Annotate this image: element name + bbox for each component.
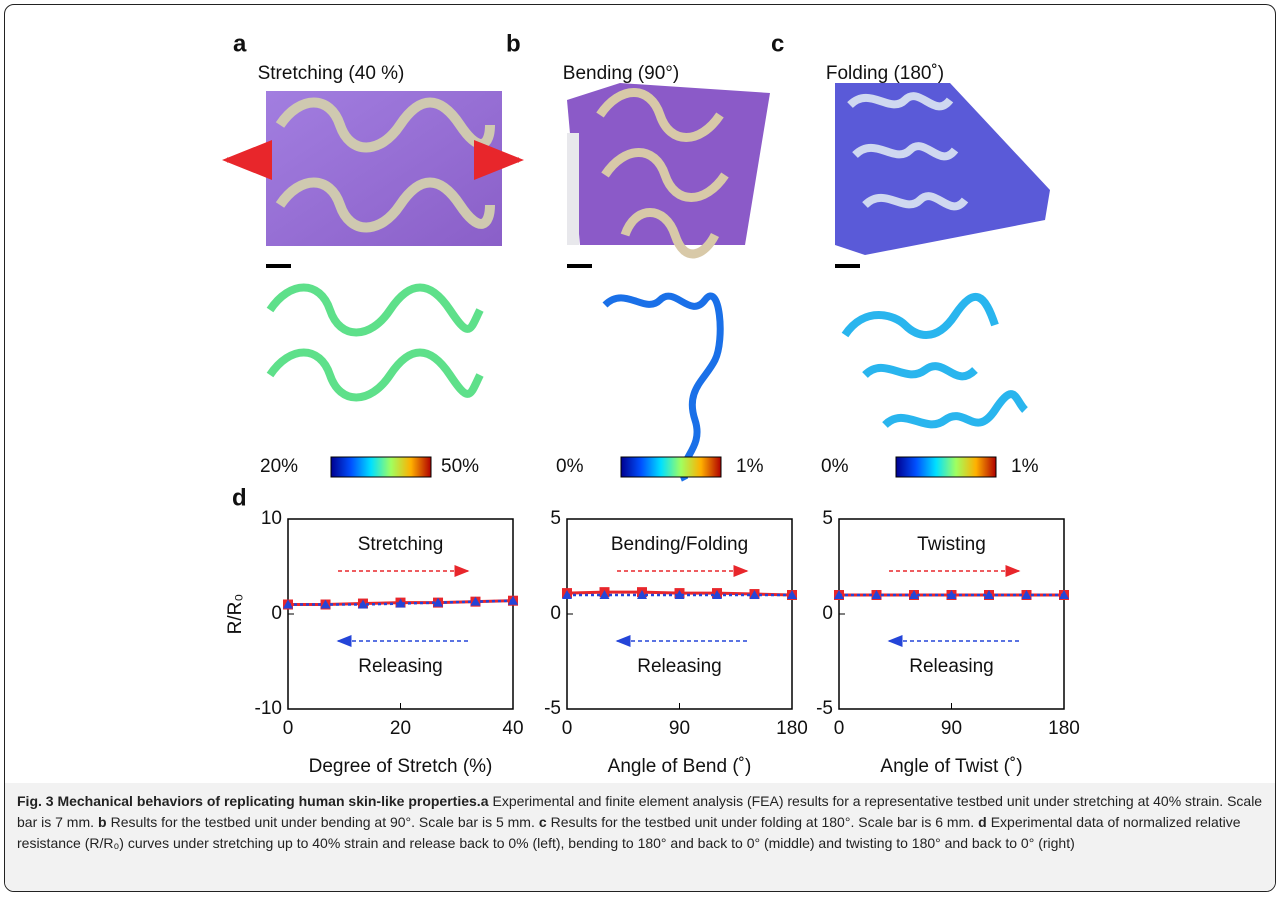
panel-label: b (506, 30, 521, 57)
y-axis-label: R/R₀ (225, 594, 246, 635)
colorbar-label: 0% (556, 456, 584, 477)
y-tick-label: -5 (544, 698, 561, 719)
photo (567, 83, 770, 480)
x-axis-label: Angle of Bend (˚) (608, 756, 752, 777)
caption-part-label: c (539, 814, 547, 830)
series-label: Bending/Folding (611, 534, 748, 555)
caption-title: Fig. 3 Mechanical behaviors of replicati… (17, 793, 481, 809)
photo (835, 83, 1050, 425)
caption-part-label: a (481, 793, 489, 809)
x-tick-label: 0 (562, 718, 573, 739)
panel-label: c (771, 30, 784, 57)
colorbar-label: 1% (736, 456, 764, 477)
y-tick-label: 5 (550, 508, 561, 529)
x-tick-label: 90 (941, 718, 962, 739)
x-axis-label: Angle of Twist (˚) (880, 756, 1022, 777)
panel-title: Stretching (40 %) (258, 63, 405, 84)
series-label: Stretching (358, 534, 444, 555)
y-tick-label: -10 (255, 698, 282, 719)
y-tick-label: 0 (822, 603, 833, 624)
y-tick-label: -5 (816, 698, 833, 719)
caption: Fig. 3 Mechanical behaviors of replicati… (5, 783, 1276, 892)
y-tick-label: 0 (271, 603, 282, 624)
x-tick-label: 40 (502, 718, 523, 739)
colorbar-label: 1% (1011, 456, 1039, 477)
panel-title: Bending (90°) (563, 63, 679, 84)
caption-part-text: Results for the testbed unit under bendi… (111, 814, 535, 830)
panel-label: a (233, 30, 247, 57)
photo (227, 91, 519, 398)
series-label: Releasing (637, 656, 722, 677)
x-tick-label: 20 (390, 718, 411, 739)
colorbar-label: 0% (821, 456, 849, 477)
caption-part-text: Results for the testbed unit under foldi… (551, 814, 975, 830)
figure: a Stretching (40 %) b Bending (90°) c Fo… (5, 5, 1276, 783)
x-tick-label: 180 (1048, 718, 1080, 739)
y-tick-label: 10 (261, 508, 282, 529)
y-tick-label: 5 (822, 508, 833, 529)
x-tick-label: 180 (776, 718, 808, 739)
caption-part-label: b (98, 814, 107, 830)
colorbar-label: 20% (260, 456, 298, 477)
series-label: Releasing (358, 656, 443, 677)
panel-label: d (232, 484, 247, 511)
colorbar (621, 457, 721, 477)
caption-part-label: d (978, 814, 987, 830)
figure-frame: a Stretching (40 %) b Bending (90°) c Fo… (4, 4, 1276, 892)
x-tick-label: 0 (283, 718, 294, 739)
series-label: Releasing (909, 656, 994, 677)
colorbar (331, 457, 431, 477)
y-tick-label: 0 (550, 603, 561, 624)
x-axis-label: Degree of Stretch (%) (309, 756, 493, 777)
colorbar (896, 457, 996, 477)
x-tick-label: 90 (669, 718, 690, 739)
series-label: Twisting (917, 534, 986, 555)
x-tick-label: 0 (834, 718, 845, 739)
panel-title: Folding (180˚) (826, 63, 944, 84)
colorbar-label: 50% (441, 456, 479, 477)
